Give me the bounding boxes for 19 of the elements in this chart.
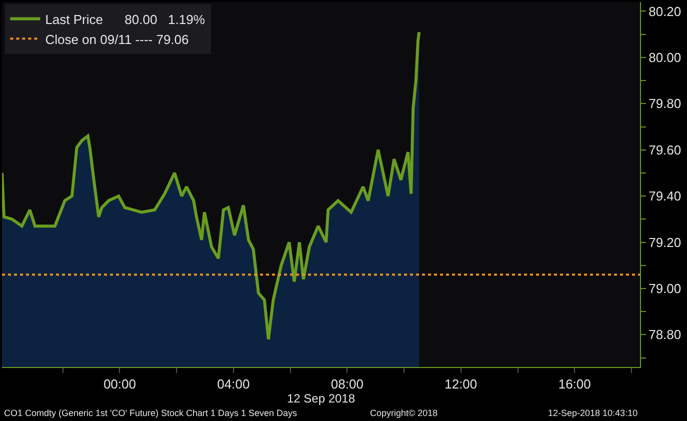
legend-label: Close on 09/11 ---- 79.06 [45, 32, 189, 47]
legend-label: Last Price 80.00 1.19% [45, 12, 206, 27]
x-tick-label: 08:00 [330, 376, 364, 392]
x-tick-label: 00:00 [103, 376, 136, 392]
y-tick-label: 79.00 [648, 281, 682, 296]
text: Copyright© 2018 [370, 408, 438, 418]
y-tick-label: 79.80 [648, 96, 682, 112]
y-tick-label: 79.60 [648, 142, 682, 158]
y-tick-label: 79.40 [648, 188, 682, 204]
y-tick-label: 80.00 [648, 50, 682, 65]
x-tick-label: 12:00 [444, 376, 478, 392]
text: 12-Sep-2018 10:43:10 [548, 408, 638, 418]
x-axis-title: 12 Sep 2018 [286, 392, 356, 406]
x-tick-label: 16:00 [558, 376, 591, 392]
y-tick-label: 79.20 [648, 234, 682, 250]
y-tick-label: 80.20 [648, 4, 682, 19]
x-tick-label: 04:00 [217, 376, 250, 392]
y-tick-label: 78.80 [648, 327, 682, 342]
text: CO1 Comdty (Generic 1st 'CO' Future) Stock Chart 1 Days 1 Seven Days [4, 408, 298, 418]
